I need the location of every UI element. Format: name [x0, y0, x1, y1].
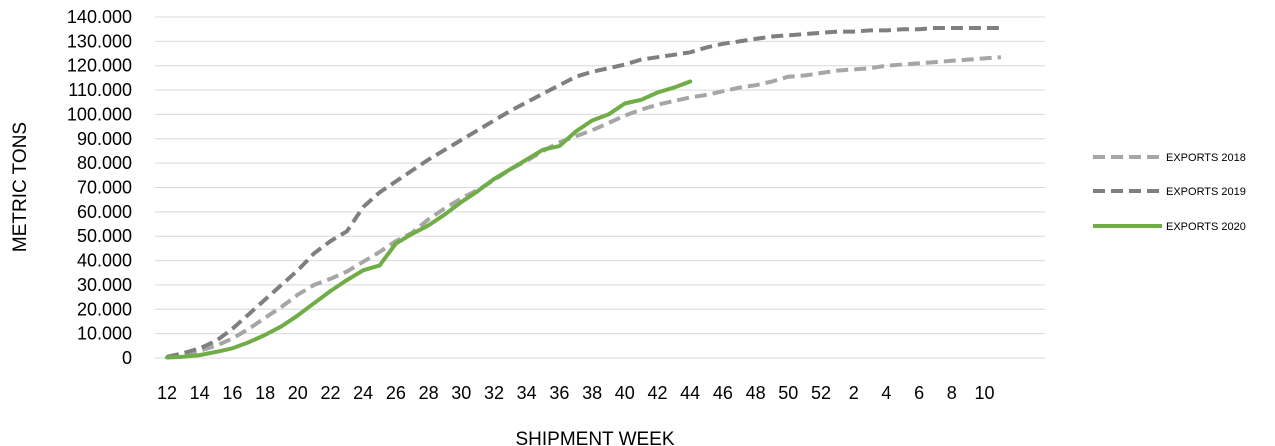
series-lines: [165, 26, 1002, 360]
x-tick-label: 8: [947, 383, 957, 403]
x-tick-label: 46: [713, 383, 733, 403]
x-tick-label: 18: [255, 383, 275, 403]
y-tick-label: 50.000: [77, 226, 132, 246]
series-line-exports-2019: [166, 26, 1001, 359]
x-tick-label: 36: [549, 383, 569, 403]
x-axis-title: SHIPMENT WEEK: [515, 429, 674, 446]
x-tick-label: 28: [419, 383, 439, 403]
y-tick-label: 100.000: [67, 104, 132, 124]
x-tick-label: 50: [778, 383, 798, 403]
legend-label: EXPORTS 2020: [1166, 221, 1246, 233]
x-tick-label: 12: [157, 383, 177, 403]
y-tick-label: 90.000: [77, 129, 132, 149]
x-tick-label: 14: [190, 383, 210, 403]
y-tick-label: 140.000: [67, 7, 132, 27]
series-line-exports-2018: [166, 55, 1002, 359]
x-tick-label: 52: [811, 383, 831, 403]
x-axis-tick-labels: 12 14 16 18 20 22 24 26 28 30 32 34 36 38 40 42 44 46 48 50…: [157, 383, 995, 403]
x-tick-label: 30: [451, 383, 471, 403]
x-tick-label: 20: [288, 383, 308, 403]
x-tick-label: 22: [320, 383, 340, 403]
y-tick-label: 0: [122, 348, 132, 368]
y-tick-label: 10.000: [77, 324, 132, 344]
legend-label: EXPORTS 2019: [1166, 186, 1246, 198]
y-tick-label: 130.000: [67, 31, 132, 51]
x-tick-label: 16: [222, 383, 242, 403]
y-tick-label: 80.000: [77, 153, 132, 173]
x-tick-label: 6: [914, 383, 924, 403]
x-tick-label: 44: [680, 383, 700, 403]
y-tick-label: 60.000: [77, 202, 132, 222]
legend: EXPORTS 2018 EXPORTS 2019 EXPORTS 2020: [1093, 152, 1246, 233]
x-tick-label: 40: [615, 383, 635, 403]
x-tick-label: 42: [647, 383, 667, 403]
x-tick-label: 2: [849, 383, 859, 403]
x-tick-label: 48: [746, 383, 766, 403]
series-line-exports-2020: [165, 79, 693, 360]
x-tick-label: 32: [484, 383, 504, 403]
y-axis-title: METRIC TONS: [10, 122, 31, 252]
y-tick-label: 70.000: [77, 178, 132, 198]
y-tick-label: 20.000: [77, 299, 132, 319]
x-tick-label: 10: [974, 383, 994, 403]
legend-label: EXPORTS 2018: [1166, 152, 1246, 164]
x-tick-label: 24: [353, 383, 373, 403]
x-tick-label: 34: [517, 383, 537, 403]
y-tick-label: 40.000: [77, 251, 132, 271]
x-tick-label: 4: [881, 383, 891, 403]
x-tick-label: 26: [386, 383, 406, 403]
x-tick-label: 38: [582, 383, 602, 403]
y-tick-label: 110.000: [68, 80, 132, 100]
y-tick-label: 120.000: [67, 56, 132, 76]
y-tick-label: 30.000: [77, 275, 132, 295]
y-axis-tick-labels: 0 10.000 20.000 30.000 40.000 50.000 60.000 70.…: [67, 7, 132, 368]
